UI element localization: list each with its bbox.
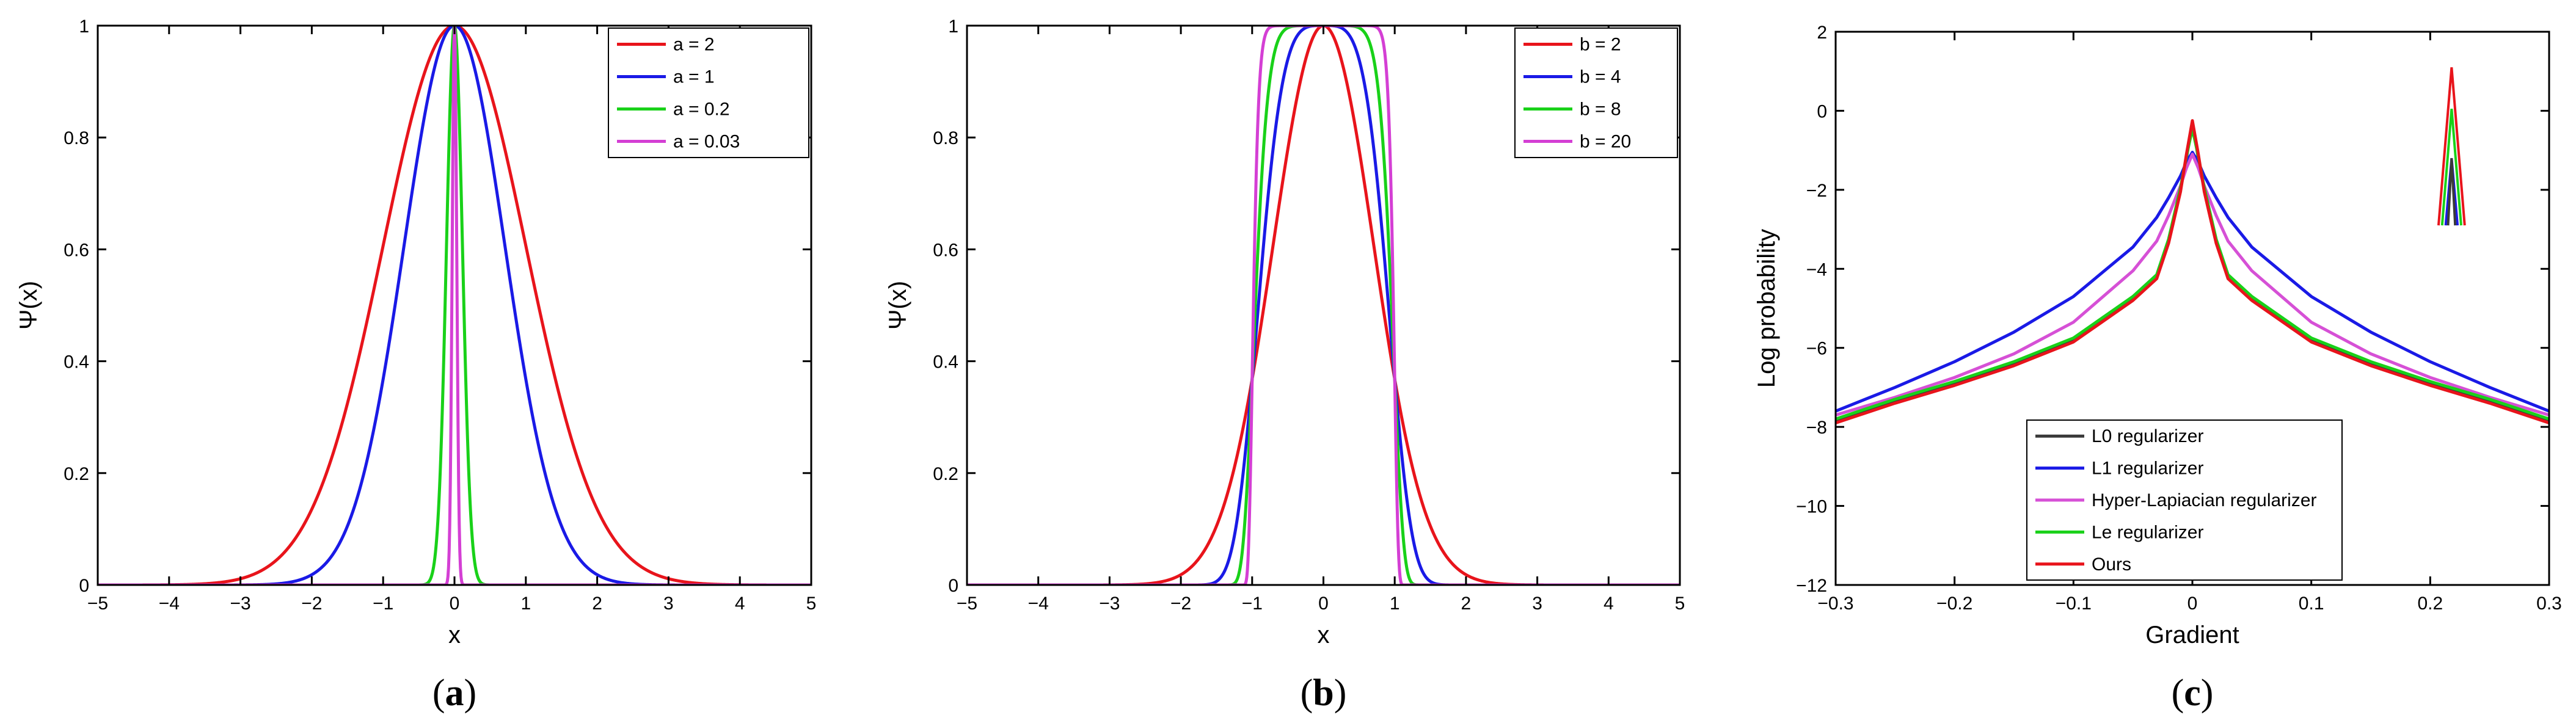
x-tick-label: −5 [87,594,108,614]
y-tick-label: 0.6 [64,240,89,260]
legend-label: Ours [2092,554,2131,575]
panel-a: −5 −4 −3 −2 −1 0 1 2 3 4 5 0 0.2 0.4 0.6 0.8 1 x Ψ(x) a = 2… [15,16,816,714]
legend: a = 2 a = 1 a = 0.2 a = 0.03 [608,27,809,158]
y-axis-label: Ψ(x) [885,281,911,330]
x-tick-label: −1 [373,594,393,614]
panel-caption: (a) [432,672,476,714]
x-tick-label: 5 [806,594,817,614]
y-tick-label: 0.8 [64,128,89,148]
y-tick-label: −12 [1796,576,1827,596]
legend-box [1514,27,1678,158]
x-tick-label: 0.1 [2299,594,2324,614]
x-tick-label: 2 [1461,594,1472,614]
x-axis-label: x [448,622,461,648]
x-tick-label: 4 [1604,594,1614,614]
series-line-1 [98,26,811,585]
x-tick-label: 3 [663,594,674,614]
legend-label: Le regularizer [2092,522,2203,542]
series-line-5 [1836,119,2549,425]
x-tick-label: 1 [520,594,531,614]
y-tick-label: −2 [1806,181,1827,201]
x-tick-label: −3 [1099,594,1120,614]
panel-b: −5 −4 −3 −2 −1 0 1 2 3 4 5 0 0.2 0.4 0.6 0.8 1 x Ψ(x) b = 2… [885,16,1685,714]
legend-label: b = 20 [1580,132,1631,152]
x-tick-label: 5 [1675,594,1685,614]
legend-label: b = 2 [1580,35,1621,55]
y-tick-label: −8 [1806,418,1827,438]
y-tick-label: 0.6 [933,240,958,260]
legend-label: L0 regularizer [2092,426,2203,446]
x-tick-label: 0 [1318,594,1329,614]
y-axis-label: Log probability [1753,229,1780,388]
x-axis-label: x [1318,622,1330,648]
legend-label: Hyper-Lapiacian regularizer [2092,490,2317,510]
y-tick-label: 0 [1817,101,1827,122]
inset-peak-2 [2440,109,2462,226]
series-line-2 [1836,150,2549,413]
x-tick-label: 2 [592,594,602,614]
x-tick-label: −0.3 [1817,594,1853,614]
y-tick-label: 0.4 [933,352,958,372]
inset-peak-4 [2446,158,2457,226]
y-tick-label: 0.4 [64,352,89,372]
panel-c: −0.3 −0.2 −0.1 0 0.1 0.2 0.3 −12 −10 −8 −6 −4 −2 0 2 Gr… [1753,23,2562,714]
x-tick-label: −5 [957,594,977,614]
x-tick-label: 0.3 [2536,594,2562,614]
legend-label: L1 regularizer [2092,459,2203,479]
legend-label: a = 2 [673,35,715,55]
legend-label: b = 8 [1580,100,1621,120]
y-tick-label: −6 [1806,339,1827,359]
x-tick-label: −3 [230,594,250,614]
legend-label: b = 4 [1580,67,1621,87]
plot-area [1836,119,2549,425]
x-tick-label: 4 [735,594,745,614]
legend: L0 regularizer L1 regularizer Hyper-Lapiac… [2026,419,2343,581]
y-axis-label: Ψ(x) [15,281,42,330]
inset-peak-1 [2437,67,2466,226]
panel-caption: (c) [2172,672,2214,714]
legend-box [608,27,809,158]
x-tick-label: 0 [2187,594,2198,614]
series-line-3 [1836,153,2549,417]
y-tick-label: 0 [948,576,958,596]
x-tick-label: 0 [450,594,460,614]
panel-caption: (b) [1301,672,1347,714]
x-tick-label: −1 [1242,594,1263,614]
x-tick-label: −0.1 [2056,594,2092,614]
legend-label: a = 0.2 [673,100,730,120]
y-tick-label: 0.2 [64,464,89,484]
x-tick-label: 0.2 [2417,594,2443,614]
x-tick-label: −2 [1170,594,1191,614]
y-tick-label: 0.2 [933,464,958,484]
y-tick-label: −4 [1806,260,1827,280]
y-tick-label: 1 [79,16,89,37]
x-tick-label: −4 [1028,594,1049,614]
x-tick-label: 1 [1390,594,1400,614]
y-tick-label: 0.8 [933,128,958,148]
y-tick-label: −10 [1796,497,1827,517]
x-axis-label: Gradient [2145,622,2239,648]
x-tick-label: −2 [301,594,322,614]
legend-label: a = 0.03 [673,132,740,152]
legend-label: a = 1 [673,67,715,87]
y-tick-label: 2 [1817,23,1827,43]
legend-box [2026,419,2343,581]
x-tick-label: −4 [159,594,180,614]
x-tick-label: −0.2 [1936,594,1972,614]
x-tick-label: 3 [1532,594,1542,614]
legend: b = 2 b = 4 b = 8 b = 20 [1514,27,1678,158]
y-tick-label: 1 [948,16,958,37]
series-line-1 [1836,121,2549,423]
y-tick-label: 0 [79,576,89,596]
